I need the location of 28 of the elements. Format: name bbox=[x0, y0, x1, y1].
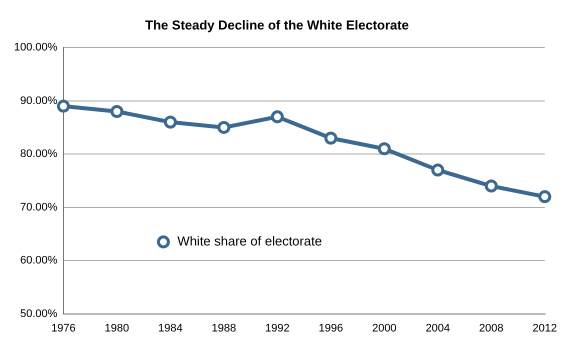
y-tick-label: 60.00% bbox=[20, 254, 58, 267]
x-tick-label: 2008 bbox=[479, 322, 504, 334]
y-tick-label: 100.00% bbox=[14, 42, 58, 54]
point bbox=[217, 120, 230, 134]
point bbox=[270, 110, 284, 124]
point bbox=[56, 100, 70, 113]
point bbox=[484, 180, 498, 193]
x-tick-label: 2000 bbox=[372, 322, 397, 334]
x-tick-label: 2012 bbox=[532, 322, 558, 334]
x-tick-label: 1992 bbox=[265, 322, 290, 334]
point bbox=[164, 116, 177, 129]
y-tick-label: 70.00% bbox=[20, 201, 58, 214]
legend-label: White share of electorate bbox=[177, 234, 322, 249]
point bbox=[378, 142, 391, 156]
point bbox=[110, 104, 124, 118]
x-tick-label: 1988 bbox=[212, 322, 236, 334]
x-tick-label: 1996 bbox=[318, 322, 344, 334]
point bbox=[431, 164, 444, 177]
x-tick-label: 1980 bbox=[104, 322, 130, 334]
y-tick-label: 50.00% bbox=[20, 308, 58, 320]
y-tick-label: 80.00% bbox=[20, 148, 58, 160]
point bbox=[324, 132, 338, 145]
x-tick-label: 2004 bbox=[426, 322, 450, 334]
point bbox=[538, 190, 552, 204]
y-tick-label: 90.00% bbox=[20, 94, 58, 107]
x-tick-label: 1976 bbox=[51, 322, 76, 334]
chart-title: The Steady Decline of the White Electorate bbox=[145, 17, 409, 32]
x-tick-label: 1984 bbox=[158, 322, 183, 334]
